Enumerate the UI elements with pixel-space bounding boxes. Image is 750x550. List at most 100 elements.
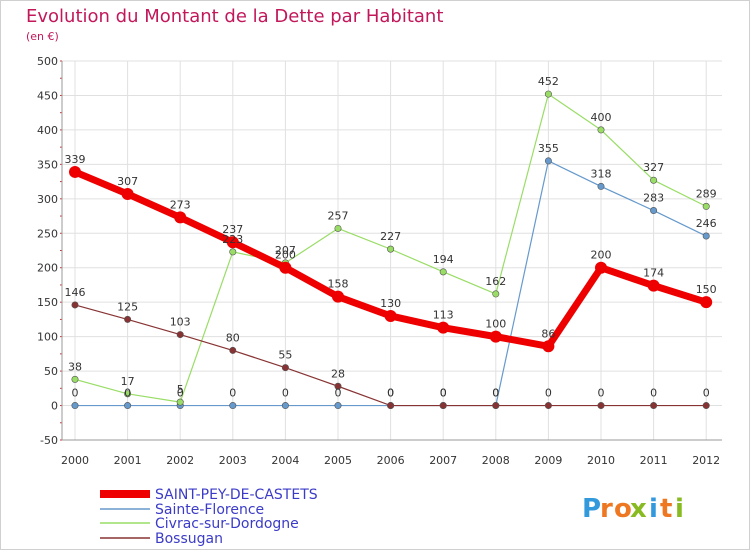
legend-label-1: Sainte-Florence (155, 502, 264, 518)
data-point (597, 402, 605, 410)
data-label: 5 (177, 383, 184, 396)
x-axis-ticks: 2000 2001 2002 2003 2004 2005 2006 2007 2008 2009… (61, 454, 720, 467)
x-tick-label: 2009 (534, 454, 562, 467)
data-point (334, 382, 342, 390)
data-label: 0 (492, 387, 499, 400)
data-label: 355 (538, 142, 559, 155)
data-label: 146 (65, 286, 86, 299)
data-point (700, 296, 713, 309)
data-labels: 339 307 273 237 200 158 130 113 100 86 200 174 150 0 0… (65, 75, 717, 399)
data-point (650, 207, 658, 215)
data-point (124, 390, 132, 398)
data-point (71, 301, 79, 309)
data-point (71, 402, 79, 410)
data-label: 0 (440, 387, 447, 400)
y-tick-label: 500 (37, 55, 58, 68)
data-point (647, 279, 660, 292)
y-tick-label: 150 (37, 296, 58, 309)
data-label: 103 (170, 316, 191, 329)
data-point (542, 340, 555, 353)
legend-label-3: Bossugan (155, 531, 223, 547)
data-label: 0 (72, 387, 79, 400)
data-label: 339 (65, 153, 86, 166)
data-point (334, 402, 342, 410)
data-point (650, 176, 658, 184)
data-label: 162 (485, 275, 506, 288)
data-label: 86 (541, 327, 555, 340)
chart-title: Evolution du Montant de la Dette par Hab… (26, 6, 443, 27)
y-tick-label: 100 (37, 331, 58, 344)
data-label: 0 (282, 387, 289, 400)
data-point (544, 90, 552, 98)
x-tick-label: 2005 (324, 454, 352, 467)
data-point (279, 261, 292, 274)
data-point (702, 402, 710, 410)
data-label: 200 (275, 249, 296, 262)
x-tick-label: 2008 (482, 454, 510, 467)
y-tick-label: -50 (40, 434, 58, 447)
data-label: 289 (696, 187, 717, 200)
data-label: 0 (492, 387, 499, 400)
series-group (69, 90, 713, 410)
logo-letter: r (600, 494, 613, 524)
axes (60, 60, 722, 441)
data-label: 200 (591, 249, 612, 262)
data-label: 273 (170, 198, 191, 211)
data-point (281, 402, 289, 410)
data-label: 318 (591, 167, 612, 180)
data-point (597, 182, 605, 190)
data-label: 158 (328, 278, 349, 291)
x-tick-label: 2011 (640, 454, 668, 467)
data-point (176, 398, 184, 406)
x-tick-label: 2012 (692, 454, 720, 467)
data-point (229, 346, 237, 354)
data-label: 150 (696, 283, 717, 296)
data-point (281, 364, 289, 372)
data-label: 246 (696, 217, 717, 230)
data-point (121, 187, 134, 200)
y-tick-label: 450 (37, 89, 58, 102)
data-point (702, 202, 710, 210)
y-tick-label: 50 (44, 365, 58, 378)
data-label: 257 (328, 209, 349, 222)
data-point (492, 402, 500, 410)
y-tick-label: 400 (37, 124, 58, 137)
data-point (492, 290, 500, 298)
data-label: 194 (433, 253, 454, 266)
data-point (439, 402, 447, 410)
logo-letter: x (630, 494, 647, 524)
data-point (544, 157, 552, 165)
data-point (229, 402, 237, 410)
data-point (229, 248, 237, 256)
data-point (71, 375, 79, 383)
data-label: 130 (380, 297, 401, 310)
data-label: 38 (68, 360, 82, 373)
chart-subtitle: (en €) (26, 30, 59, 43)
x-tick-label: 2004 (271, 454, 299, 467)
x-tick-label: 2002 (166, 454, 194, 467)
data-label: 113 (433, 309, 454, 322)
data-label: 0 (650, 387, 657, 400)
logo-letter: P (582, 494, 601, 524)
data-point (595, 261, 607, 274)
data-point (387, 402, 395, 410)
data-point (650, 402, 658, 410)
data-point (332, 290, 344, 303)
x-tick-label: 2006 (377, 454, 405, 467)
data-label: 0 (387, 387, 394, 400)
data-label: 0 (545, 387, 552, 400)
legend: SAINT-PEY-DE-CASTETSSainte-FlorenceCivra… (100, 487, 318, 547)
y-tick-label: 350 (37, 158, 58, 171)
x-tick-label: 2010 (587, 454, 615, 467)
logo-letter: i (675, 494, 684, 524)
data-point (69, 165, 81, 178)
y-tick-label: 0 (51, 400, 58, 413)
data-point (176, 331, 184, 339)
data-point (226, 236, 239, 249)
data-label: 55 (278, 349, 292, 362)
data-label: 307 (117, 175, 138, 188)
data-label: 80 (226, 331, 240, 344)
data-label: 0 (335, 387, 342, 400)
legend-label-2: Civrac-sur-Dordogne (155, 516, 299, 532)
